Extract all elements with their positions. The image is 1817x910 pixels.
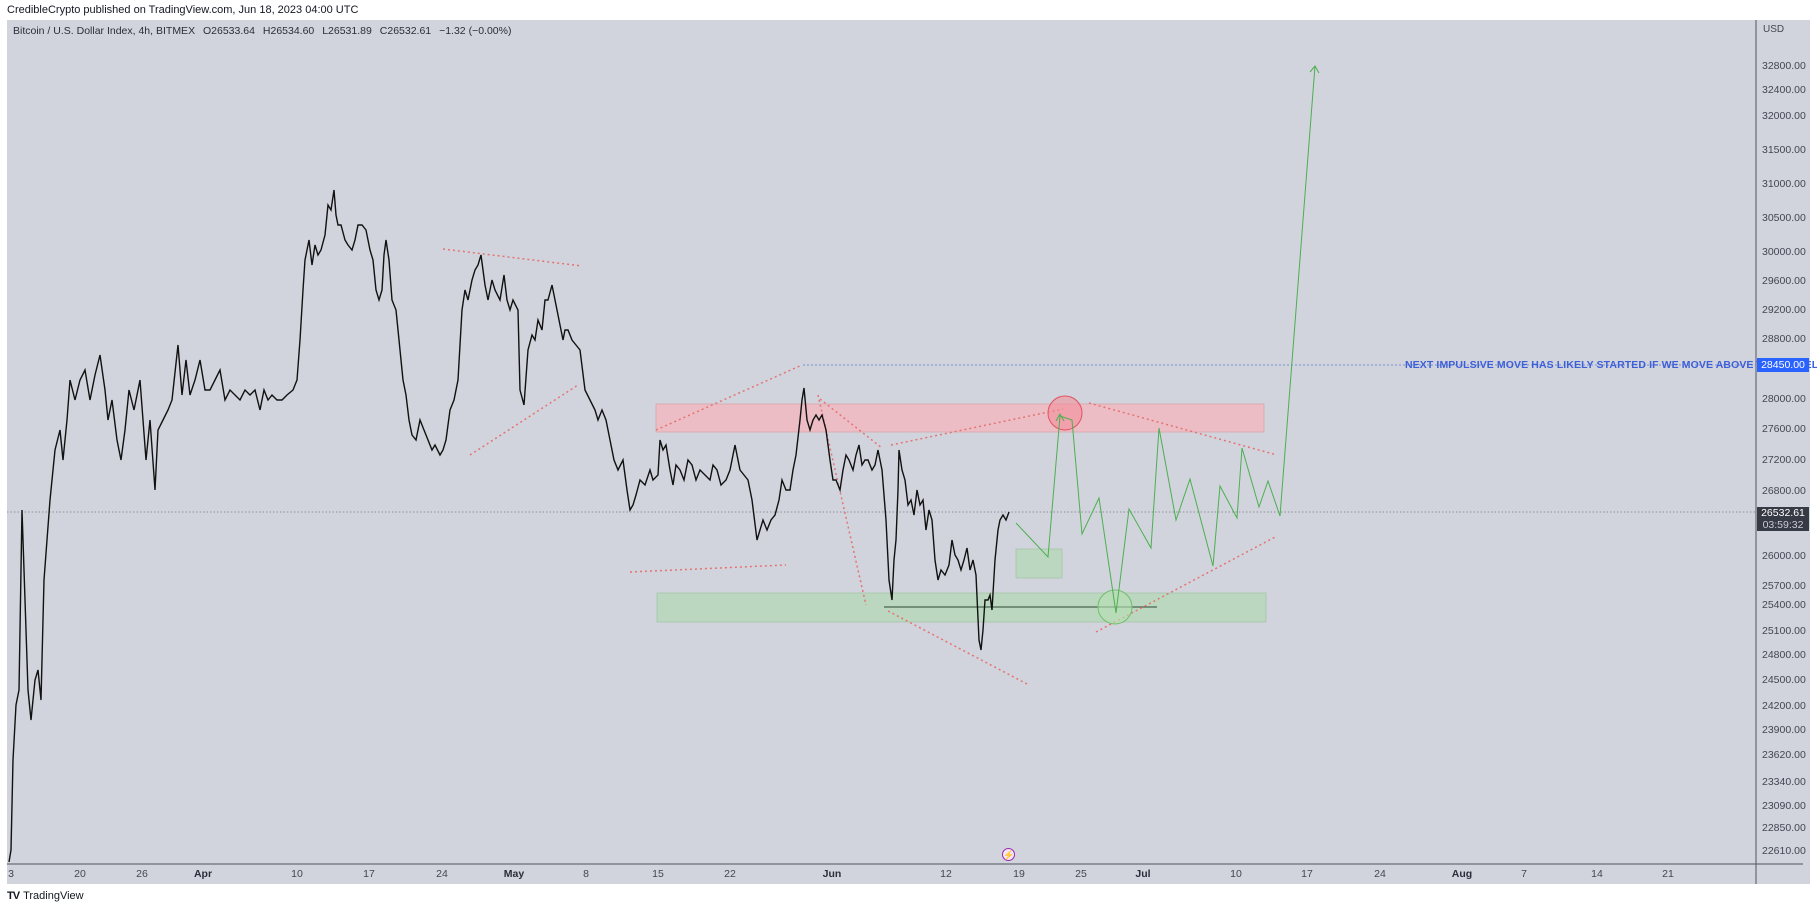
y-tick: 25400.00 — [1762, 599, 1806, 611]
x-tick: 3 — [8, 868, 14, 880]
ohlc-high: H26534.60 — [262, 25, 315, 37]
price-chart[interactable] — [7, 20, 1810, 884]
y-tick: 22850.00 — [1762, 822, 1806, 834]
y-tick: 29600.00 — [1762, 275, 1806, 287]
y-tick: 23900.00 — [1762, 724, 1806, 736]
x-tick-month: May — [503, 868, 525, 880]
symbol-legend[interactable]: Bitcoin / U.S. Dollar Index, 4h, BITMEX … — [13, 25, 516, 37]
currency-label: USD — [1763, 24, 1785, 35]
price-candles — [8, 189, 1010, 863]
x-tick-month: Jun — [822, 868, 842, 880]
y-tick: 27200.00 — [1762, 454, 1806, 466]
brand-name: TradingView — [23, 890, 84, 902]
y-tick: 24500.00 — [1762, 674, 1806, 686]
x-tick: 8 — [583, 868, 589, 880]
y-tick: 31000.00 — [1762, 178, 1806, 190]
y-tick: 23620.00 — [1762, 749, 1806, 761]
x-tick: 10 — [1230, 868, 1242, 880]
y-tick: 32800.00 — [1762, 60, 1806, 72]
impulsive-level-annotation[interactable]: NEXT IMPULSIVE MOVE HAS LIKELY STARTED I… — [1405, 359, 1817, 371]
y-tick: 31500.00 — [1762, 144, 1806, 156]
x-tick: 17 — [363, 868, 375, 880]
chart-area[interactable] — [7, 20, 1810, 884]
y-tick: 28800.00 — [1762, 333, 1806, 345]
tradingview-logo-icon: TV — [7, 890, 20, 902]
y-tick: 25700.00 — [1762, 580, 1806, 592]
y-tick: 26000.00 — [1762, 550, 1806, 562]
x-tick: 24 — [1374, 868, 1386, 880]
x-tick: 7 — [1521, 868, 1527, 880]
y-tick: 22610.00 — [1762, 845, 1806, 857]
current-price-value: 26532.61 — [1761, 507, 1805, 519]
lightning-icon[interactable]: ⚡ — [1002, 848, 1015, 861]
x-tick-month: Jul — [1135, 868, 1151, 880]
x-tick: 19 — [1013, 868, 1025, 880]
y-tick: 25100.00 — [1762, 625, 1806, 637]
projection-path[interactable] — [1015, 65, 1316, 614]
x-tick-month: Apr — [193, 868, 213, 880]
projection-arrowhead-icon — [1309, 65, 1320, 74]
rejection-circle[interactable] — [1047, 395, 1083, 431]
x-tick: 10 — [291, 868, 303, 880]
y-tick: 27600.00 — [1762, 423, 1806, 435]
x-tick-month: Aug — [1451, 868, 1473, 880]
x-tick: 21 — [1662, 868, 1674, 880]
resistance-zone[interactable] — [655, 403, 1265, 433]
ohlc-open: O26533.64 — [203, 25, 255, 37]
x-tick: 25 — [1075, 868, 1087, 880]
y-tick: 32400.00 — [1762, 84, 1806, 96]
x-tick: 12 — [940, 868, 952, 880]
ohlc-change: −1.32 (−0.00%) — [439, 25, 512, 37]
x-tick: 22 — [724, 868, 736, 880]
x-tick: 24 — [436, 868, 448, 880]
publisher-caption: CredibleCrypto published on TradingView.… — [7, 4, 359, 16]
x-tick: 15 — [652, 868, 664, 880]
footer-branding[interactable]: TV TradingView — [7, 890, 84, 902]
y-tick: 30000.00 — [1762, 246, 1806, 258]
y-tick: 30500.00 — [1762, 212, 1806, 224]
ohlc-close: C26532.61 — [379, 25, 432, 37]
small-arrowhead-icon — [1055, 412, 1065, 422]
x-tick: 20 — [74, 868, 86, 880]
y-tick: 23090.00 — [1762, 800, 1806, 812]
y-tick: 32000.00 — [1762, 110, 1806, 122]
y-tick: 24200.00 — [1762, 700, 1806, 712]
bar-countdown: 03:59:32 — [1762, 519, 1804, 531]
ohlc-low: L26531.89 — [322, 25, 372, 37]
y-tick: 26800.00 — [1762, 485, 1806, 497]
y-tick: 28000.00 — [1762, 393, 1806, 405]
small-support-zone[interactable] — [1015, 548, 1063, 579]
x-tick: 26 — [136, 868, 148, 880]
y-tick: 24800.00 — [1762, 649, 1806, 661]
x-tick: 17 — [1301, 868, 1313, 880]
x-tick: 14 — [1591, 868, 1603, 880]
level-price-tag[interactable]: 28450.00 — [1757, 358, 1809, 372]
symbol-name: Bitcoin / U.S. Dollar Index, 4h, BITMEX — [13, 25, 196, 37]
y-tick: 29200.00 — [1762, 304, 1806, 316]
y-tick: 23340.00 — [1762, 776, 1806, 788]
current-price-tag[interactable]: 26532.61 03:59:32 — [1757, 507, 1809, 531]
